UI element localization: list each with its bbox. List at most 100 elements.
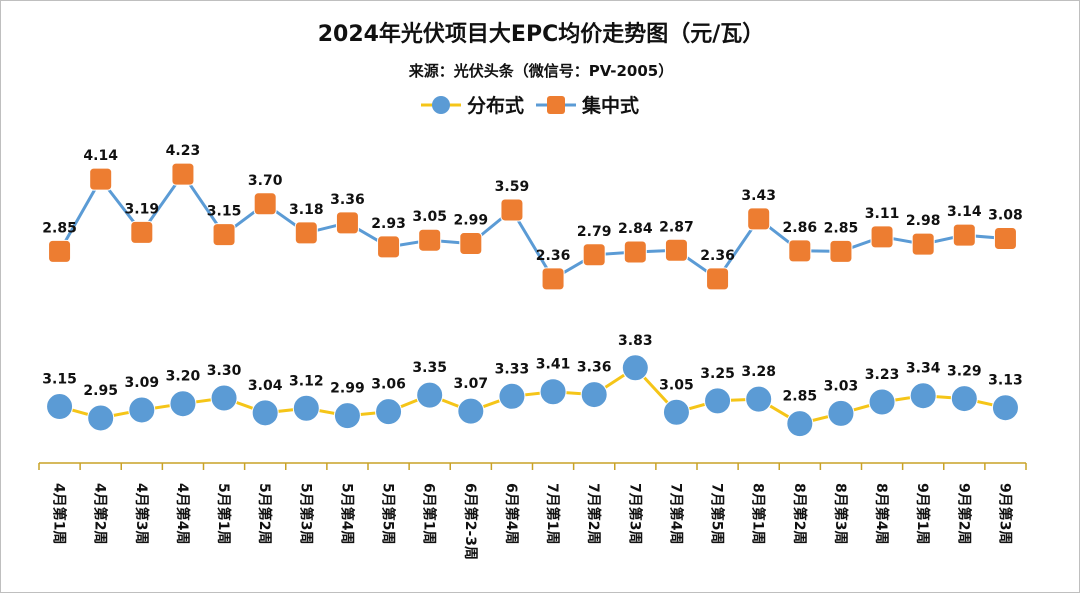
- data-label-distributed: 3.05: [659, 377, 694, 393]
- point-distributed: [950, 385, 978, 413]
- x-tick-label: 5月第5周: [380, 483, 397, 544]
- point-distributed: [128, 396, 156, 424]
- series-line-centralized: [58, 171, 1006, 281]
- data-label-centralized: 3.08: [988, 208, 1023, 224]
- point-distributed: [416, 381, 444, 409]
- data-label-centralized: 3.36: [330, 192, 365, 208]
- data-label-centralized: 3.59: [495, 179, 530, 195]
- legend-item-centralized: 集中式: [536, 94, 639, 117]
- point-centralized: [993, 227, 1017, 251]
- x-tick-label: 8月第4周: [873, 483, 890, 544]
- data-label-distributed: 3.25: [700, 366, 735, 382]
- x-tick-label: 6月第2-3周: [462, 483, 479, 560]
- series-line-distributed: [59, 365, 1006, 426]
- data-label-centralized: 3.14: [947, 204, 982, 220]
- x-tick-label: 7月第1周: [544, 483, 561, 544]
- point-centralized: [582, 243, 606, 267]
- data-label-distributed: 3.07: [454, 376, 489, 392]
- x-tick-label: 4月第3周: [133, 483, 150, 544]
- chart-subtitle: 来源：光伏头条（微信号：PV-2005）: [408, 62, 674, 80]
- legend: 分布式 集中式: [421, 94, 639, 117]
- x-tick-label: 5月第1周: [215, 483, 232, 544]
- point-centralized: [870, 225, 894, 249]
- data-label-distributed: 3.34: [906, 361, 941, 377]
- data-label-centralized: 2.79: [577, 224, 612, 240]
- data-label-centralized: 2.36: [536, 248, 571, 264]
- point-distributed: [46, 393, 74, 421]
- data-label-distributed: 3.83: [618, 333, 653, 349]
- x-tick-label: 7月第3周: [626, 483, 643, 544]
- point-distributed: [210, 384, 238, 412]
- point-centralized: [623, 240, 647, 264]
- point-centralized: [294, 221, 318, 245]
- point-distributed: [621, 354, 649, 382]
- point-centralized: [89, 167, 113, 191]
- x-tick-label: 8月第1周: [750, 483, 767, 544]
- point-centralized: [500, 198, 524, 222]
- data-labels: 2.85 4.14 3.19 4.23 3.15 3.70 3.18 3.36 2.93 3.05…: [42, 143, 1022, 405]
- x-tick-label: 6月第4周: [503, 483, 520, 544]
- data-label-distributed: 2.99: [330, 381, 365, 397]
- data-label-centralized: 3.70: [248, 173, 283, 189]
- x-tick-label: 6月第1周: [421, 483, 438, 544]
- point-distributed: [991, 394, 1019, 422]
- x-tick-label: 8月第3周: [832, 483, 849, 544]
- point-centralized: [952, 223, 976, 247]
- data-label-centralized: 2.84: [618, 221, 653, 237]
- data-label-centralized: 2.98: [906, 213, 941, 229]
- point-centralized: [171, 162, 195, 186]
- point-distributed: [498, 382, 526, 410]
- data-label-distributed: 3.35: [412, 360, 447, 376]
- point-distributed: [169, 390, 197, 418]
- point-centralized: [212, 223, 236, 247]
- point-distributed: [251, 399, 279, 427]
- data-label-centralized: 3.05: [412, 209, 447, 225]
- x-tick-label: 4月第2周: [92, 483, 109, 544]
- series-markers: [46, 162, 1019, 438]
- data-label-centralized: 2.99: [454, 213, 489, 229]
- point-distributed: [292, 394, 320, 422]
- data-label-distributed: 3.29: [947, 364, 982, 380]
- data-label-centralized: 3.11: [865, 206, 900, 222]
- legend-marker: [547, 96, 565, 114]
- x-tick-label: 9月第2周: [955, 483, 972, 544]
- x-tick-label: 7月第5周: [709, 483, 726, 544]
- point-distributed: [87, 404, 115, 432]
- data-label-distributed: 3.04: [248, 378, 283, 394]
- data-label-centralized: 4.14: [83, 148, 118, 164]
- point-distributed: [704, 387, 732, 415]
- point-distributed: [333, 402, 361, 430]
- x-tick-label: 4月第1周: [51, 483, 68, 544]
- x-tick-label: 8月第2周: [791, 483, 808, 544]
- data-label-centralized: 2.85: [824, 220, 859, 236]
- point-centralized: [377, 235, 401, 259]
- x-tick-label: 5月第4周: [338, 483, 355, 544]
- x-tick-label: 9月第1周: [914, 483, 931, 544]
- data-label-centralized: 3.19: [125, 201, 160, 217]
- data-label-centralized: 2.85: [42, 220, 77, 236]
- series-lines: [58, 171, 1006, 426]
- x-tick-label: 5月第2周: [256, 483, 273, 544]
- data-label-distributed: 3.36: [577, 360, 612, 376]
- tick-labels: 4月第1周 4月第2周 4月第3周 4月第4周 5月第1周 5月第2周 5月第3周 5月第4周…: [51, 483, 1014, 560]
- chart-title: 2024年光伏项目大EPC均价走势图（元/瓦）: [318, 21, 765, 47]
- data-label-centralized: 2.86: [783, 220, 818, 236]
- data-label-centralized: 3.43: [741, 188, 776, 204]
- x-tick-label: 4月第4周: [174, 483, 191, 544]
- data-label-centralized: 2.93: [371, 216, 406, 232]
- point-distributed: [662, 398, 690, 426]
- data-label-distributed: 3.06: [371, 377, 406, 393]
- x-tick-label: 7月第4周: [667, 483, 684, 544]
- legend-label: 分布式: [467, 94, 524, 117]
- point-centralized: [253, 192, 277, 216]
- point-distributed: [745, 385, 773, 413]
- point-centralized: [706, 267, 730, 291]
- point-distributed: [786, 410, 814, 438]
- point-centralized: [48, 239, 72, 263]
- data-label-distributed: 3.28: [741, 364, 776, 380]
- data-label-centralized: 4.23: [166, 143, 201, 159]
- data-label-distributed: 3.33: [495, 361, 530, 377]
- data-label-distributed: 3.03: [824, 378, 859, 394]
